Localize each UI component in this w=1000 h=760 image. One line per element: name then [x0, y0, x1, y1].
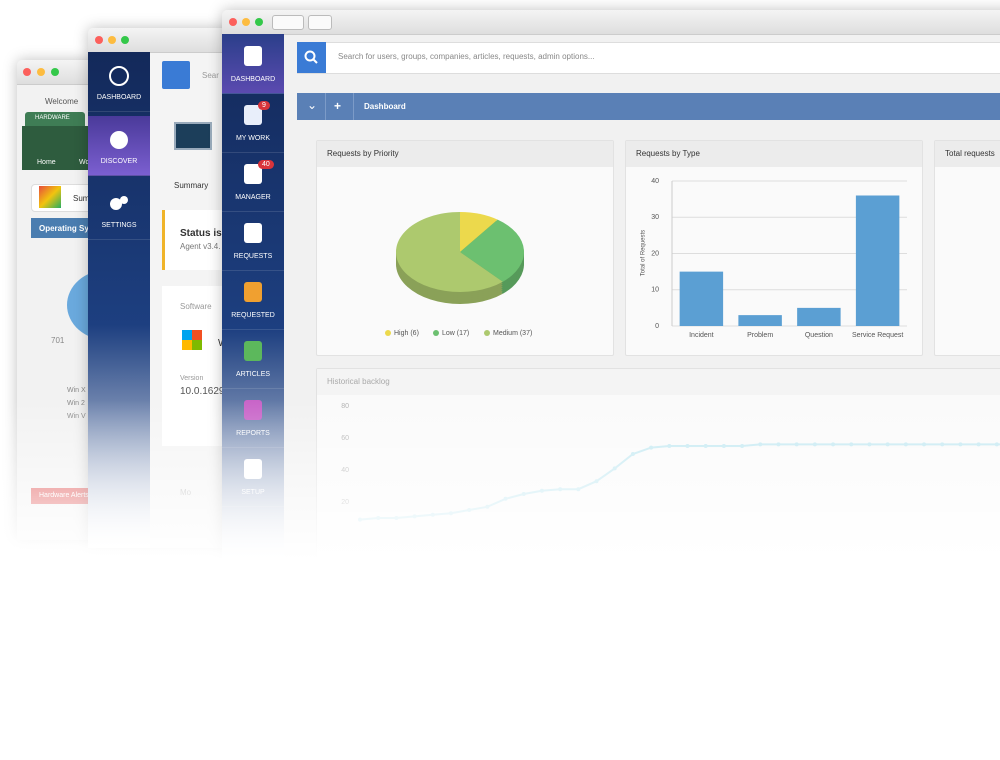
- nav-item[interactable]: MY WORK 9: [222, 93, 284, 153]
- front-window: DASHBOARD MY WORK 9 MANAGER 40 REQUESTS REQUES…: [222, 10, 1000, 570]
- nav-icon: [244, 46, 262, 66]
- nav-icon: [244, 459, 262, 479]
- alert-button[interactable]: Hardware Alerts: [39, 492, 89, 499]
- nav-label: ARTICLES: [235, 371, 271, 378]
- widget: Requests by Priority: [316, 140, 614, 356]
- pie-label: 701: [51, 336, 65, 345]
- tab[interactable]: Summary: [174, 181, 209, 190]
- nav-item[interactable]: DASHBOARD: [96, 94, 142, 101]
- nav-item[interactable]: REQUESTED: [222, 270, 284, 330]
- nav-item[interactable]: SETUP: [222, 447, 284, 507]
- legend: Win 2: [67, 400, 85, 407]
- software: Software: [180, 302, 212, 311]
- widget-title: Historical backlog: [317, 369, 1000, 395]
- legend: Win V: [67, 413, 86, 420]
- nav-icon: [244, 341, 262, 361]
- widget-title: Total requests: [935, 141, 1000, 167]
- version: 10.0.1629: [180, 386, 225, 397]
- nav-label: SETUP: [241, 489, 265, 496]
- nav-item[interactable]: REPORTS: [222, 388, 284, 448]
- legend: Win X: [67, 387, 86, 394]
- nav-label: DASHBOARD: [230, 76, 276, 83]
- nav-item[interactable]: SETTINGS: [101, 222, 137, 229]
- nav-label: MY WORK: [235, 135, 271, 142]
- widget: Requests by Type: [625, 140, 923, 356]
- badge: 9: [258, 101, 270, 110]
- nav-icon: [244, 164, 262, 184]
- nav-icon: [244, 223, 262, 243]
- nav-item[interactable]: DISCOVER: [100, 158, 138, 165]
- extra: Mo: [180, 488, 192, 497]
- nav-label: REPORTS: [236, 430, 270, 437]
- nav-item[interactable]: ARTICLES: [222, 329, 284, 389]
- widget: Historical backlog: [316, 368, 1000, 570]
- nav-item[interactable]: MANAGER 40: [222, 152, 284, 212]
- version-label: Version: [180, 375, 204, 382]
- widget: Total requests: [934, 140, 1000, 356]
- badge: 40: [258, 160, 274, 169]
- nav-icon: [244, 282, 262, 302]
- nav-item[interactable]: DASHBOARD: [222, 34, 284, 94]
- tab: HARDWARE: [35, 115, 70, 121]
- status-sub: Agent v3.4.: [180, 242, 221, 251]
- nav-item[interactable]: REQUESTS: [222, 211, 284, 271]
- nav-label: REQUESTS: [233, 253, 273, 260]
- search[interactable]: Sear: [202, 71, 219, 80]
- nav-icon: [244, 105, 262, 125]
- welcome: Welcome: [45, 97, 79, 106]
- nav-icon: [244, 400, 262, 420]
- nav-label: REQUESTED: [231, 312, 275, 319]
- panel-title: Operating Sys: [39, 224, 94, 233]
- widget-title: Requests by Type: [626, 141, 922, 167]
- nav-home[interactable]: Home: [37, 159, 56, 166]
- widget-title: Requests by Priority: [317, 141, 613, 167]
- sidebar: DASHBOARD MY WORK 9 MANAGER 40 REQUESTS REQUES…: [222, 34, 284, 570]
- search-input[interactable]: Search for users, groups, companies, art…: [338, 52, 595, 61]
- nav-label: MANAGER: [235, 194, 271, 201]
- toolbar-title: Dashboard: [364, 102, 406, 111]
